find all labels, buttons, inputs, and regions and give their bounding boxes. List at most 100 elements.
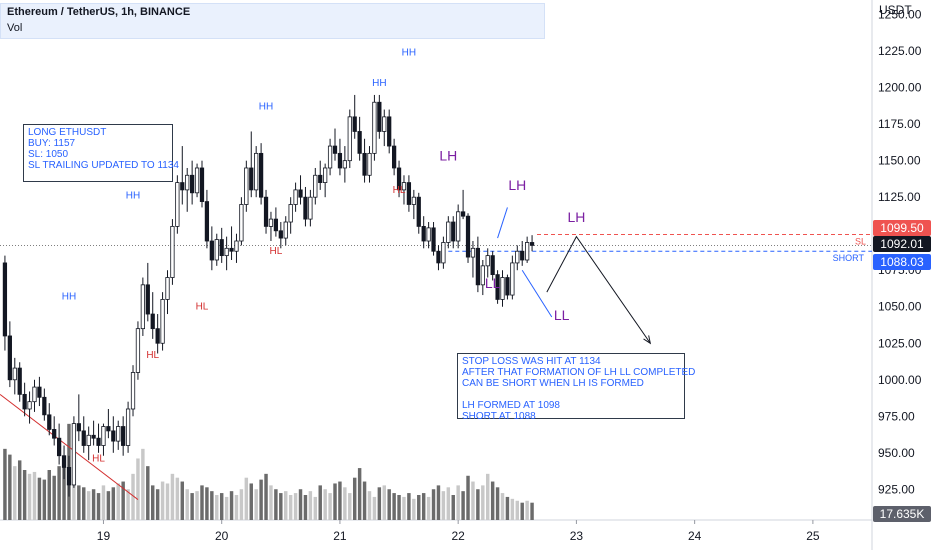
y-tick-label: 1225.00 bbox=[878, 44, 922, 58]
swing-label-hl: HL bbox=[269, 246, 282, 257]
volume-bar bbox=[333, 483, 337, 520]
candle-body bbox=[56, 437, 62, 457]
volume-bar bbox=[3, 448, 7, 520]
candle-body bbox=[7, 335, 12, 381]
annotation-arrow bbox=[497, 207, 508, 239]
candle-body bbox=[204, 201, 210, 242]
candle-body bbox=[170, 226, 175, 278]
volume-bar bbox=[200, 485, 204, 520]
candle-body bbox=[278, 230, 283, 239]
volume-bar bbox=[352, 477, 357, 520]
candle-body bbox=[337, 152, 343, 169]
volume-bar bbox=[111, 487, 116, 520]
volume-bar bbox=[298, 489, 303, 520]
volume-bar bbox=[441, 491, 446, 520]
candle-body bbox=[12, 367, 17, 381]
volume-bar bbox=[466, 475, 470, 520]
candle-body bbox=[377, 101, 382, 132]
candle-body bbox=[165, 277, 170, 300]
candle-body bbox=[219, 239, 224, 257]
candle-body bbox=[475, 247, 480, 286]
candle-body bbox=[81, 430, 86, 446]
swing-label-lh: LH bbox=[439, 148, 457, 164]
volume-bar bbox=[397, 495, 401, 520]
volume-bar bbox=[126, 489, 130, 520]
swing-label-lh: LH bbox=[508, 177, 526, 193]
swing-label-hl: HL bbox=[92, 454, 105, 465]
candle-body bbox=[332, 145, 338, 154]
symbol-title[interactable]: Ethereum / TetherUS, 1h, BINANCE bbox=[7, 6, 191, 18]
volume-bar bbox=[239, 489, 244, 520]
candle-body bbox=[140, 284, 145, 330]
volume-bar bbox=[377, 487, 382, 520]
swing-label-hh: HH bbox=[259, 102, 273, 113]
volume-bar bbox=[190, 493, 194, 520]
candle-body bbox=[96, 437, 101, 446]
volume-bar bbox=[402, 496, 406, 520]
swing-label-hl: HL bbox=[196, 302, 209, 313]
volume-bar bbox=[47, 470, 51, 520]
candle-body bbox=[431, 227, 436, 252]
volume-bar bbox=[407, 493, 411, 520]
candle-body bbox=[387, 116, 392, 147]
candle-body bbox=[391, 145, 397, 169]
volume-bar bbox=[471, 481, 475, 520]
candle-body bbox=[416, 196, 421, 227]
volume-bar bbox=[42, 479, 47, 520]
candle-body bbox=[451, 221, 456, 242]
candle-body bbox=[76, 423, 81, 432]
candle-body bbox=[52, 429, 57, 439]
candle-body bbox=[239, 204, 244, 242]
y-tick-label: 975.00 bbox=[878, 409, 915, 423]
trendline bbox=[0, 393, 139, 500]
annotation-arrow bbox=[521, 269, 553, 318]
volume-bar bbox=[357, 468, 362, 520]
candle-body bbox=[490, 255, 495, 276]
volume-bar bbox=[387, 489, 391, 520]
volume-bar bbox=[510, 498, 515, 520]
candle-body bbox=[17, 367, 22, 395]
volume-bar bbox=[131, 473, 135, 520]
candle-body bbox=[106, 426, 111, 432]
candle-body bbox=[500, 277, 505, 300]
x-tick-label: 24 bbox=[688, 529, 702, 543]
x-tick-label: 25 bbox=[806, 529, 820, 543]
candle-body bbox=[382, 116, 387, 132]
volume-bar bbox=[515, 500, 520, 520]
candle-body bbox=[357, 131, 362, 154]
candle-body bbox=[446, 221, 451, 243]
candle-body bbox=[401, 182, 407, 191]
volume-bar bbox=[57, 466, 61, 520]
volume-bar bbox=[476, 489, 480, 520]
candle-body bbox=[342, 160, 347, 169]
y-tick-label: 1000.00 bbox=[878, 373, 922, 387]
candle-body bbox=[372, 101, 377, 154]
volume-bar bbox=[303, 495, 308, 520]
candle-body bbox=[135, 328, 141, 373]
candle-body bbox=[61, 455, 67, 468]
summary-note-box[interactable]: STOP LOSS WAS HIT AT 1134 AFTER THAT FOR… bbox=[457, 353, 695, 422]
volume-bar bbox=[224, 496, 229, 520]
trade-note-box[interactable]: LONG ETHUSDT BUY: 1157 SL: 1050 SL TRAIL… bbox=[23, 124, 179, 182]
volume-bar bbox=[338, 481, 342, 520]
candle-body bbox=[303, 196, 308, 220]
volume-bar bbox=[195, 491, 199, 520]
candle-body bbox=[268, 218, 274, 227]
candle-body bbox=[22, 393, 27, 410]
candle-body bbox=[224, 247, 229, 257]
candle-body bbox=[101, 426, 106, 446]
candle-body bbox=[160, 299, 165, 344]
candle-body bbox=[91, 434, 96, 439]
candle-body bbox=[145, 284, 150, 315]
x-tick-label: 22 bbox=[451, 529, 465, 543]
candle-body bbox=[456, 211, 461, 242]
candle-body bbox=[525, 242, 530, 261]
volume-bar bbox=[165, 483, 170, 520]
volume-bar bbox=[13, 466, 17, 520]
volume-bar bbox=[180, 481, 185, 520]
volume-bar bbox=[382, 485, 386, 520]
candle-body bbox=[441, 242, 446, 264]
volume-bar bbox=[328, 493, 332, 520]
volume-bar bbox=[367, 491, 372, 520]
